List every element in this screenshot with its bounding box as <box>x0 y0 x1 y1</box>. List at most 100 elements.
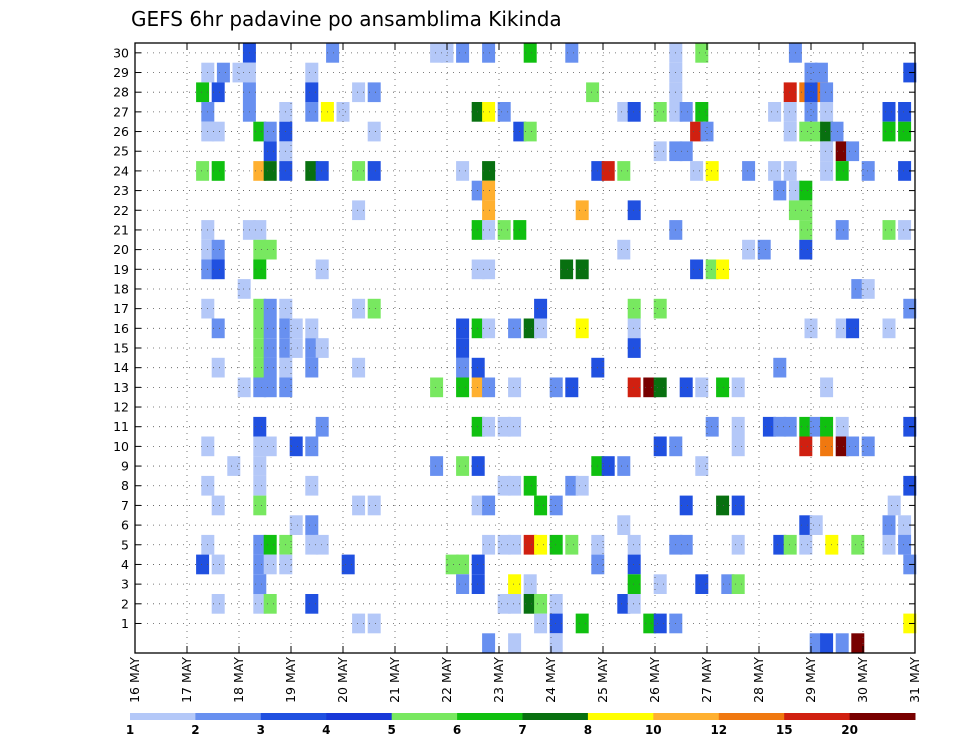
heatmap-cell <box>627 338 641 358</box>
heatmap-cell <box>560 259 574 280</box>
heatmap-cell <box>456 574 470 594</box>
heatmap-cell <box>731 574 745 594</box>
heatmap-cell <box>627 594 641 614</box>
x-tick-label: 17 MAY <box>179 657 194 703</box>
heatmap-cell <box>799 436 813 457</box>
heatmap-cell <box>367 298 381 319</box>
heatmap-cell <box>227 456 241 476</box>
heatmap-cell <box>523 574 537 594</box>
heatmap-cell <box>263 338 277 358</box>
legend-swatch <box>849 713 916 720</box>
heatmap-cell <box>263 534 277 555</box>
heatmap-cell <box>716 495 730 516</box>
y-tick-label: 10 <box>113 439 129 454</box>
heatmap-cell <box>289 515 303 535</box>
heatmap-cell <box>482 495 496 516</box>
heatmap-cell <box>352 613 366 634</box>
heatmap-cell <box>471 220 485 240</box>
heatmap-cell <box>705 416 719 437</box>
heatmap-cell <box>263 239 277 260</box>
heatmap-cell <box>508 416 522 437</box>
heatmap-cell <box>799 180 813 201</box>
heatmap-cell <box>679 377 693 398</box>
heatmap-cell <box>742 239 756 260</box>
heatmap-cell <box>482 102 496 122</box>
heatmap-cell <box>482 318 496 339</box>
heatmap-cell <box>497 534 511 555</box>
heatmap-cell <box>851 279 865 299</box>
y-axis: 1234567891011121314151617181920212223242… <box>113 45 915 631</box>
heatmap-cell <box>508 318 522 339</box>
heatmap-cell <box>627 102 641 122</box>
heatmap-cell <box>367 495 381 516</box>
heatmap-cell <box>549 633 563 653</box>
heatmap-cell <box>799 515 813 535</box>
y-tick-label: 24 <box>113 163 129 178</box>
x-tick-label: 16 MAY <box>127 657 142 703</box>
heatmap-cell <box>627 318 641 339</box>
x-tick-label: 27 MAY <box>699 657 714 703</box>
heatmap-cell <box>653 102 667 122</box>
x-tick-label: 18 MAY <box>231 657 246 703</box>
legend-label: 1 <box>126 723 134 737</box>
heatmap-cell <box>835 161 849 181</box>
heatmap-cell <box>315 416 329 437</box>
x-tick-label: 25 MAY <box>595 657 610 703</box>
heatmap-cell <box>820 102 834 122</box>
heatmap-cell <box>508 574 522 594</box>
heatmap-cell <box>196 161 210 181</box>
heatmap-cell <box>456 554 470 575</box>
heatmap-cell <box>508 594 522 614</box>
heatmap-cell <box>799 200 813 221</box>
heatmap-cell <box>471 456 485 476</box>
heatmap-cell <box>211 82 225 103</box>
heatmap-cell <box>534 318 548 339</box>
heatmap-cell <box>523 43 537 63</box>
heatmap-cell <box>367 613 381 634</box>
heatmap-cell <box>549 594 563 614</box>
legend-swatch <box>784 713 851 720</box>
x-tick-label: 24 MAY <box>543 657 558 703</box>
heatmap-cell <box>352 82 366 103</box>
heatmap-cell <box>820 121 834 142</box>
legend-swatch <box>718 713 785 720</box>
heatmap-cell <box>253 338 267 358</box>
heatmap-cell <box>253 534 267 555</box>
heatmap-cell <box>367 82 381 103</box>
legend-swatch <box>195 713 262 720</box>
legend-label: 2 <box>191 723 199 737</box>
heatmap-cell <box>768 161 782 181</box>
legend-label: 4 <box>322 723 330 737</box>
heatmap-cell <box>809 633 823 653</box>
heatmap-cell <box>430 377 444 398</box>
heatmap-cell <box>575 318 589 339</box>
heatmap-cell <box>211 259 225 280</box>
heatmap-cell <box>731 436 745 457</box>
heatmap-cell <box>835 416 849 437</box>
legend-label: 3 <box>257 723 265 737</box>
heatmap-cell <box>456 338 470 358</box>
heatmap-cell <box>216 62 230 83</box>
heatmap-cell <box>783 161 797 181</box>
heatmap-cell <box>575 475 589 496</box>
y-tick-label: 15 <box>113 341 129 356</box>
heatmap-cell <box>253 121 267 142</box>
legend-swatch <box>587 713 654 720</box>
heatmap-cell <box>731 495 745 516</box>
heatmap-cell <box>253 318 267 339</box>
heatmap-cell <box>882 534 896 555</box>
heatmap-cell <box>882 220 896 240</box>
heatmap-cell <box>653 436 667 457</box>
heatmap-cell <box>565 43 579 63</box>
heatmap-cell <box>820 161 834 181</box>
heatmap-cell <box>211 318 225 339</box>
heatmap-cell <box>445 554 459 575</box>
legend-label: 10 <box>645 723 662 737</box>
heatmap-cell <box>804 62 818 83</box>
heatmap-cell <box>695 377 709 398</box>
heatmap-cell <box>471 416 485 437</box>
heatmap-cell <box>253 298 267 319</box>
heatmap-cell <box>721 574 735 594</box>
y-tick-label: 8 <box>121 478 129 493</box>
y-tick-label: 16 <box>113 321 129 336</box>
